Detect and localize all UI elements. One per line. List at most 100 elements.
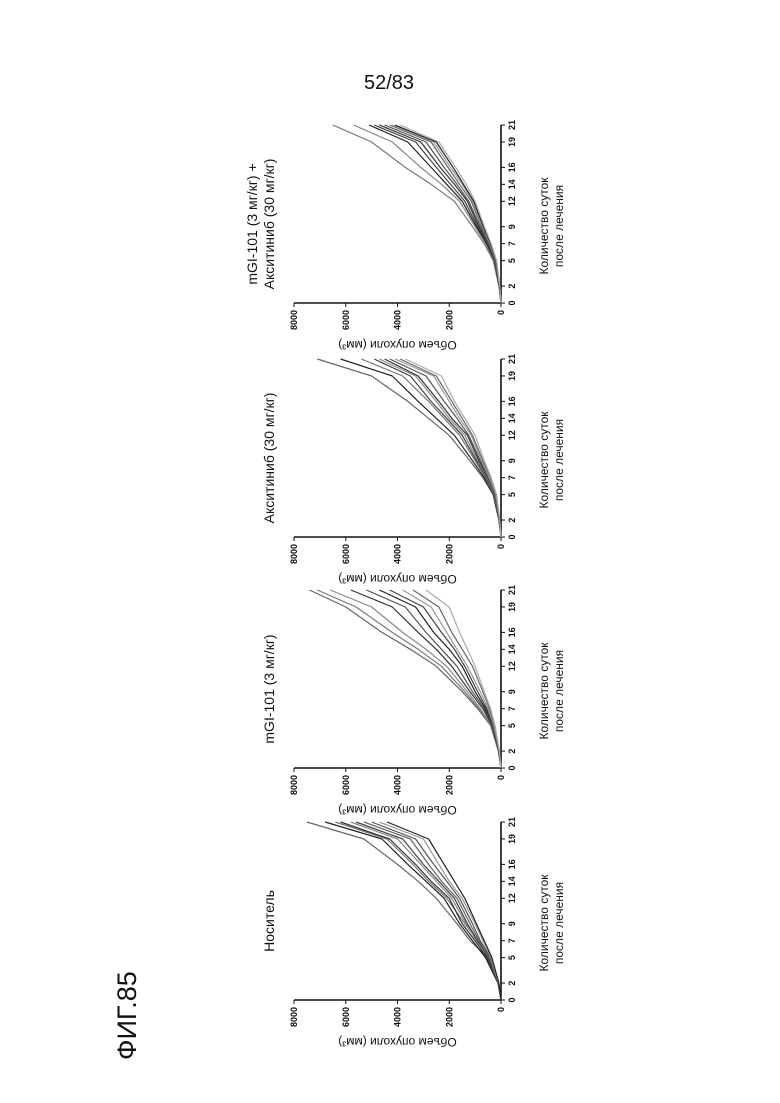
x-tick-label: 12 [507, 430, 517, 440]
x-tick-label: 2 [507, 749, 517, 754]
x-tick-label: 14 [507, 876, 517, 886]
series-line [340, 821, 502, 1001]
y-tick-label: 6000 [341, 310, 351, 330]
x-axis-label: после лечения [552, 419, 566, 501]
y-tick-label: 4000 [393, 1007, 403, 1027]
series-line [335, 821, 502, 1001]
x-axis-label: после лечения [552, 650, 566, 732]
y-tick-label: 6000 [341, 775, 351, 795]
y-axis-label: Объем опухоли (мм³) [338, 572, 457, 586]
series-line [389, 589, 502, 769]
x-tick-label: 14 [507, 644, 517, 654]
series-line [386, 821, 502, 1001]
x-tick-label: 2 [507, 981, 517, 986]
y-tick-label: 6000 [341, 544, 351, 564]
page-number: 52/83 [364, 72, 415, 94]
series-line [329, 589, 502, 769]
x-tick-label: 12 [507, 893, 517, 903]
x-tick-label: 7 [507, 706, 517, 711]
y-tick-label: 0 [496, 544, 506, 549]
x-tick-label: 2 [507, 284, 517, 289]
x-tick-label: 12 [507, 196, 517, 206]
series-line [405, 358, 502, 538]
y-tick-label: 8000 [289, 310, 299, 330]
x-tick-label: 21 [507, 585, 517, 595]
y-tick-label: 8000 [289, 1007, 299, 1027]
x-axis-label: Количество суток [537, 874, 551, 972]
chart-panel-3: 0 2 5 7 9 12 14 16 19 21 0 2000 4000 6000 8000 Объем оп… [261, 354, 566, 586]
series-line [368, 124, 502, 304]
x-tick-label: 16 [507, 396, 517, 406]
series-line [399, 358, 502, 538]
y-tick-label: 2000 [444, 775, 454, 795]
x-tick-label: 0 [507, 765, 517, 770]
series-line [394, 358, 502, 538]
x-axis-label: Количество суток [537, 177, 551, 275]
y-tick-label: 0 [496, 310, 506, 315]
chart-title: Акситиниб (30 мг/кг) [261, 393, 277, 524]
x-tick-label: 19 [507, 602, 517, 612]
y-tick-label: 4000 [393, 544, 403, 564]
x-axis-label: Количество суток [537, 642, 551, 740]
series-line [392, 124, 502, 304]
chart-title: mGI-101 (3 мг/кг) + [244, 163, 260, 284]
chart-title: mGI-101 (3 мг/кг) [261, 634, 277, 743]
y-tick-label: 2000 [444, 544, 454, 564]
x-tick-label: 5 [507, 258, 517, 263]
y-tick-label: 8000 [289, 775, 299, 795]
x-tick-label: 7 [507, 241, 517, 246]
series-line [324, 821, 502, 1001]
x-tick-label: 14 [507, 179, 517, 189]
series-line [373, 358, 502, 538]
x-tick-label: 19 [507, 371, 517, 381]
series-line [425, 589, 502, 769]
x-tick-label: 9 [507, 224, 517, 229]
chart-panel-4: 0 2 5 7 9 12 14 16 19 21 0 2000 4000 6000 8000 Объем оп… [244, 120, 566, 352]
series-line [306, 821, 502, 1001]
x-tick-label: 2 [507, 518, 517, 523]
series-line [379, 589, 502, 769]
series-line [399, 124, 502, 304]
y-tick-label: 4000 [393, 310, 403, 330]
x-tick-label: 7 [507, 475, 517, 480]
chart-title: Носитель [261, 890, 277, 952]
y-axis-label: Объем опухоли (мм³) [338, 1035, 457, 1049]
y-tick-label: 6000 [341, 1007, 351, 1027]
x-tick-label: 5 [507, 723, 517, 728]
y-tick-label: 0 [496, 775, 506, 780]
chart-title: Акситиниб (30 мг/кг) [261, 159, 277, 290]
y-tick-label: 8000 [289, 544, 299, 564]
x-tick-label: 9 [507, 689, 517, 694]
x-tick-label: 9 [507, 458, 517, 463]
x-tick-label: 0 [507, 534, 517, 539]
series-line [366, 589, 502, 769]
x-tick-label: 12 [507, 661, 517, 671]
series-line [402, 589, 502, 769]
x-tick-label: 0 [507, 997, 517, 1002]
x-tick-label: 21 [507, 817, 517, 827]
x-axis-label: Количество суток [537, 411, 551, 509]
series-line [350, 821, 502, 1001]
chart-panel-2: 0 2 5 7 9 12 14 16 19 21 0 2000 4000 6000 8000 Объем оп… [261, 585, 566, 817]
x-tick-label: 19 [507, 137, 517, 147]
y-tick-label: 4000 [393, 775, 403, 795]
y-axis-label: Объем опухоли (мм³) [338, 803, 457, 817]
x-tick-label: 16 [507, 859, 517, 869]
x-tick-label: 5 [507, 955, 517, 960]
x-tick-label: 7 [507, 938, 517, 943]
x-tick-label: 16 [507, 627, 517, 637]
x-tick-label: 5 [507, 492, 517, 497]
y-tick-label: 2000 [444, 310, 454, 330]
x-tick-label: 16 [507, 162, 517, 172]
y-tick-label: 0 [496, 1007, 506, 1012]
series-line [309, 589, 502, 769]
x-tick-label: 19 [507, 834, 517, 844]
series-line [394, 124, 502, 304]
x-axis-label: после лечения [552, 882, 566, 964]
x-axis-label: после лечения [552, 185, 566, 267]
series-line [355, 821, 502, 1001]
y-tick-label: 2000 [444, 1007, 454, 1027]
x-tick-label: 0 [507, 300, 517, 305]
x-tick-label: 21 [507, 354, 517, 364]
